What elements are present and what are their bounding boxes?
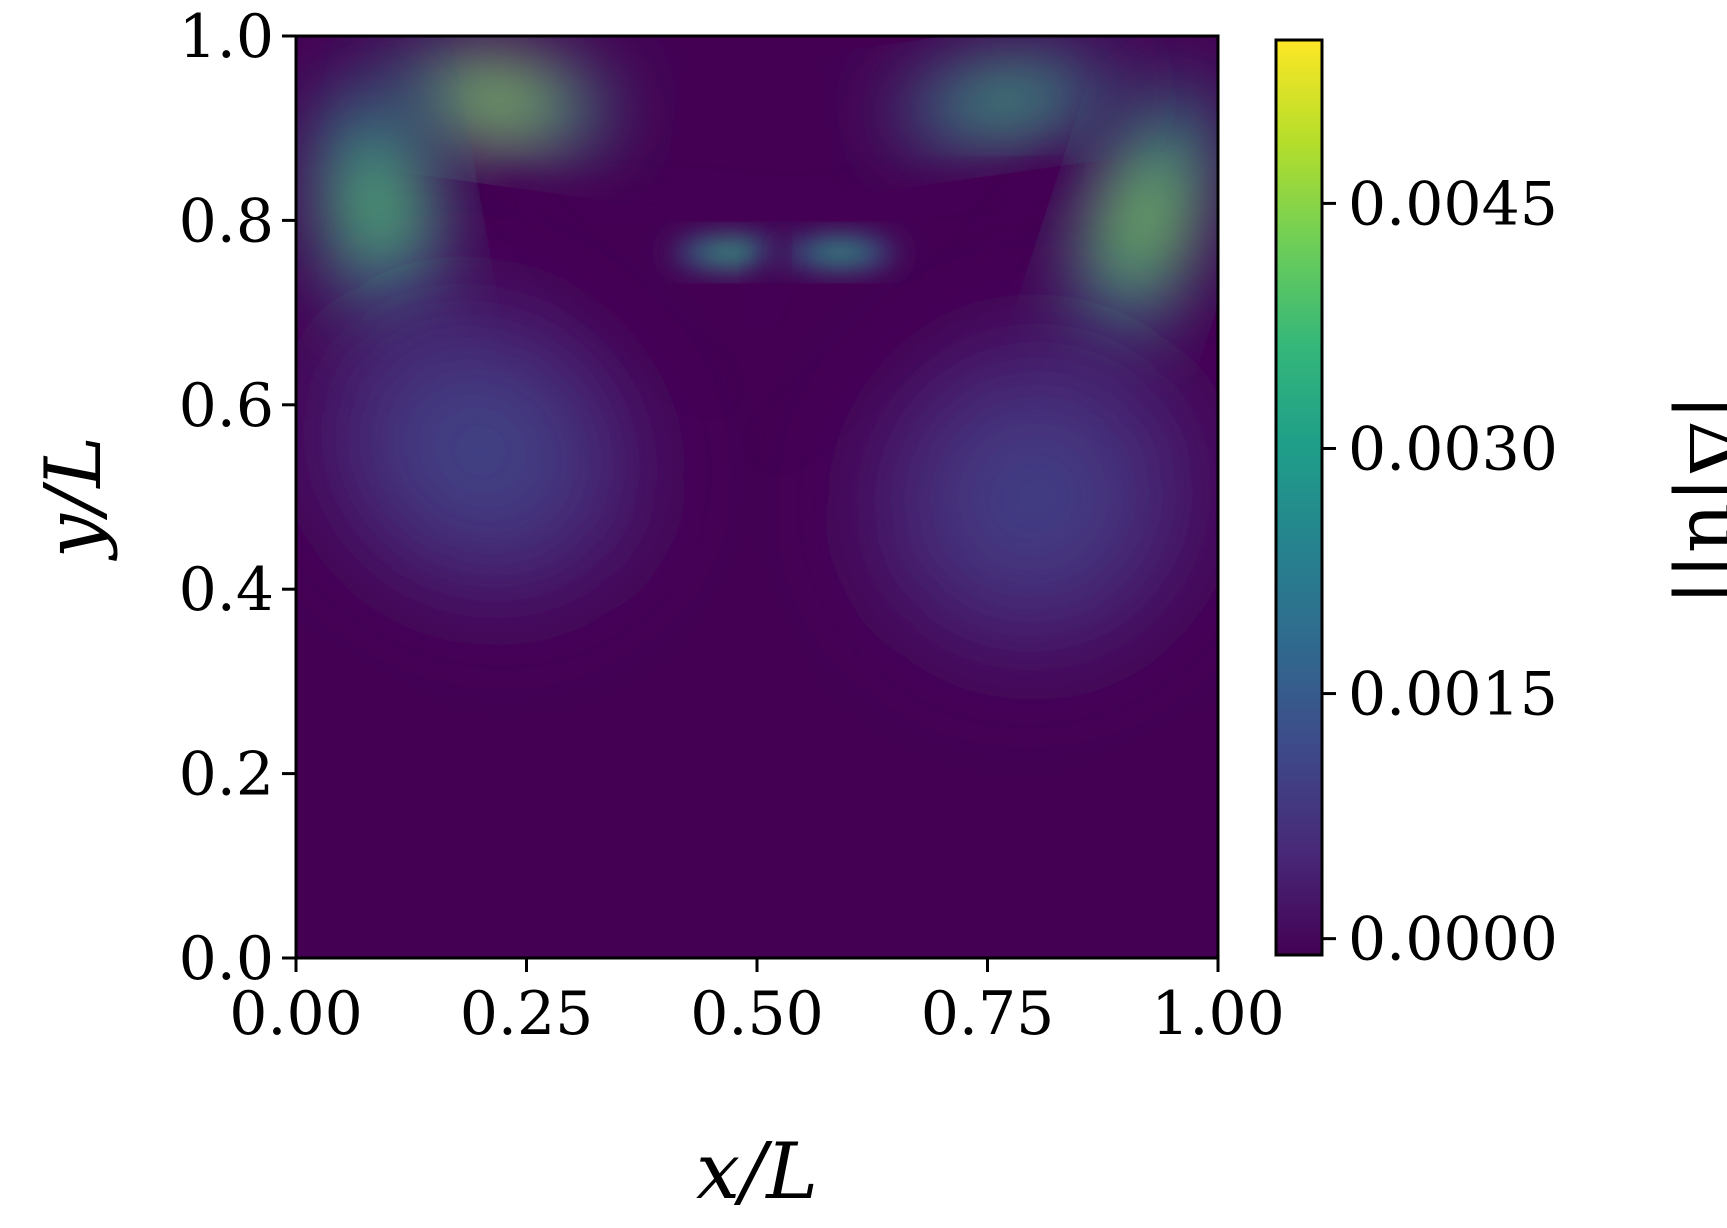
colorbar-tick-label: 0.0045 xyxy=(1348,169,1558,239)
x-axis: 0.00 0.25 0.50 0.75 1.00 xyxy=(229,958,1285,1049)
y-tick-label: 0.2 xyxy=(179,740,274,810)
field-blob xyxy=(805,275,1218,719)
x-tick-label: 0.75 xyxy=(921,979,1055,1049)
field-zero-line xyxy=(768,158,1059,449)
field-zero-line xyxy=(501,158,1059,219)
field-zero-lines xyxy=(501,158,1059,449)
y-tick-label: 0.8 xyxy=(179,186,274,256)
x-tick-label: 0.50 xyxy=(690,979,824,1049)
colorbar-gradient xyxy=(1276,40,1322,955)
y-axis: 0.0 0.2 0.4 0.6 0.8 1.0 xyxy=(179,2,296,994)
y-tick-label: 1.0 xyxy=(179,2,274,72)
colorbar-tick-label: 0.0030 xyxy=(1348,414,1558,484)
y-tick-label: 0.0 xyxy=(179,924,274,994)
field-blob xyxy=(296,242,704,659)
y-axis-label: y/L xyxy=(29,436,119,561)
field-zero-line xyxy=(501,181,718,394)
field-blob xyxy=(857,37,1155,164)
plot-area xyxy=(296,36,1218,958)
colorbar-label: |Δ|u|| xyxy=(1671,394,1727,606)
colorbar: 0.0000 0.0015 0.0030 0.0045 |Δ|u|| xyxy=(1274,38,1727,975)
colorbar-frame xyxy=(1274,38,1324,957)
field-blob xyxy=(764,230,915,275)
y-tick-label: 0.6 xyxy=(179,371,274,441)
x-tick-label: 0.25 xyxy=(460,979,594,1049)
field-zero-line xyxy=(740,231,792,320)
x-axis-label: x/L xyxy=(696,1127,818,1217)
colorbar-tick-label: 0.0015 xyxy=(1348,660,1558,730)
x-tick-label: 1.00 xyxy=(1151,979,1285,1049)
colorbar-tick-label: 0.0000 xyxy=(1348,905,1558,975)
y-tick-label: 0.4 xyxy=(179,555,274,625)
colorbar-ticks: 0.0000 0.0015 0.0030 0.0045 xyxy=(1322,169,1558,975)
x-tick-label: 0.00 xyxy=(229,979,363,1049)
